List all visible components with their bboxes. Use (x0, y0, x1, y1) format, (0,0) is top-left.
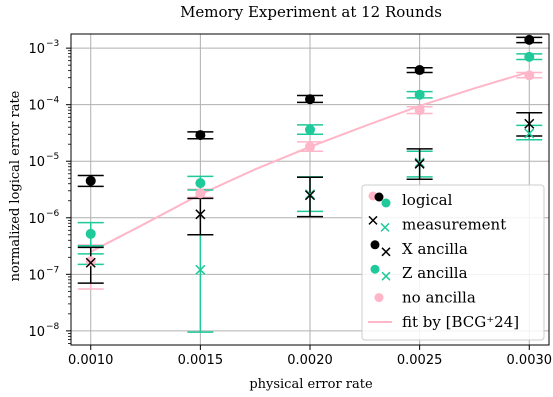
x-ancilla-logical-point (305, 94, 315, 105)
x-tick-label: 0.0010 (68, 353, 114, 368)
z-ancilla-measurement-point (195, 264, 206, 275)
cross-stroke (195, 264, 206, 275)
x-ancilla-logical-point (195, 130, 206, 141)
data-layer (77, 34, 543, 333)
legend-dot (370, 240, 380, 250)
legend-dot (381, 198, 391, 208)
cross-stroke (381, 247, 391, 257)
x-ancilla-logical-point (524, 34, 535, 45)
z-ancilla-logical-point (524, 51, 535, 62)
legend-label: measurement (402, 215, 506, 233)
legend-label: no ancilla (402, 289, 476, 307)
legend-label: Z ancilla (402, 264, 468, 282)
y-tick-exponent: −3 (46, 39, 59, 49)
x-ancilla-measurement-error-bar (297, 176, 323, 218)
y-tick-label: 10 (28, 325, 45, 340)
x-tick-label: 0.0015 (178, 353, 224, 368)
z-ancilla-logical-point (195, 178, 206, 189)
no-ancilla-logical-point (414, 105, 425, 116)
legend-dot (374, 293, 384, 303)
y-tick-label: 10 (28, 212, 45, 227)
y-tick-exponent: −4 (46, 96, 60, 106)
x-ancilla-logical-point (414, 65, 425, 76)
legend-label: logical (402, 191, 453, 209)
legend-cross (380, 222, 390, 232)
x-axis-label: physical error rate (249, 377, 373, 392)
cross-stroke (381, 271, 391, 281)
x-ancilla-measurement-point (85, 257, 96, 268)
legend-cross (368, 215, 378, 225)
x-tick-label: 0.0025 (397, 353, 443, 368)
y-tick-exponent: −8 (46, 322, 60, 332)
cross-stroke (524, 128, 535, 139)
z-ancilla-measurement-point (524, 128, 535, 139)
y-tick-label: 10 (28, 155, 45, 170)
x-ancilla-measurement-point (524, 118, 535, 129)
z-ancilla-logical-point (414, 89, 425, 100)
x-tick-label: 0.0020 (287, 353, 333, 368)
x-ancilla-measurement-point (304, 190, 316, 201)
x-tick-label: 0.0030 (507, 353, 553, 368)
y-tick-label: 10 (28, 99, 45, 114)
cross-stroke (414, 158, 425, 169)
x-ancilla-measurement-point (414, 158, 425, 169)
cross-stroke (304, 190, 316, 201)
legend: logical measurement X ancilla Z ancilla no a… (361, 184, 545, 341)
legend-dot (374, 192, 384, 202)
x-ancilla-measurement-point (195, 209, 206, 220)
no-ancilla-logical-point (85, 256, 96, 267)
z-ancilla-logical-point (85, 228, 96, 239)
no-ancilla-logical-point (305, 141, 315, 152)
z-ancilla-measurement-point (414, 157, 425, 168)
y-tick-exponent: −5 (46, 152, 59, 162)
chart-title: Memory Experiment at 12 Rounds (180, 3, 442, 21)
z-ancilla-logical-point (305, 124, 315, 135)
y-tick-exponent: −7 (46, 265, 59, 275)
y-tick-label: 10 (28, 268, 45, 283)
x-ancilla-logical-point (85, 175, 96, 186)
cross-stroke (524, 118, 535, 129)
legend-label: X ancilla (402, 240, 468, 258)
no-ancilla-logical-point (524, 70, 535, 81)
legend-cross (381, 271, 391, 281)
y-axis-label: normalized logical error rate (8, 90, 23, 281)
y-tick-label: 10 (28, 42, 45, 57)
legend-box (361, 184, 545, 341)
legend-dot (370, 264, 380, 274)
cross-stroke (85, 257, 96, 268)
cross-stroke (195, 209, 206, 220)
x-ancilla-measurement-error-bar (187, 197, 214, 236)
cross-stroke (414, 157, 425, 168)
cross-stroke (368, 215, 378, 225)
legend-label: fit by [BCG⁺24] (402, 313, 519, 331)
axes: 0.0010 0.0015 0.0020 0.0025 0.003010−810−710… (28, 33, 553, 368)
no-ancilla-logical-point (195, 188, 206, 199)
y-tick-exponent: −6 (46, 209, 60, 219)
cross-stroke (380, 222, 390, 232)
legend-cross (381, 247, 391, 257)
